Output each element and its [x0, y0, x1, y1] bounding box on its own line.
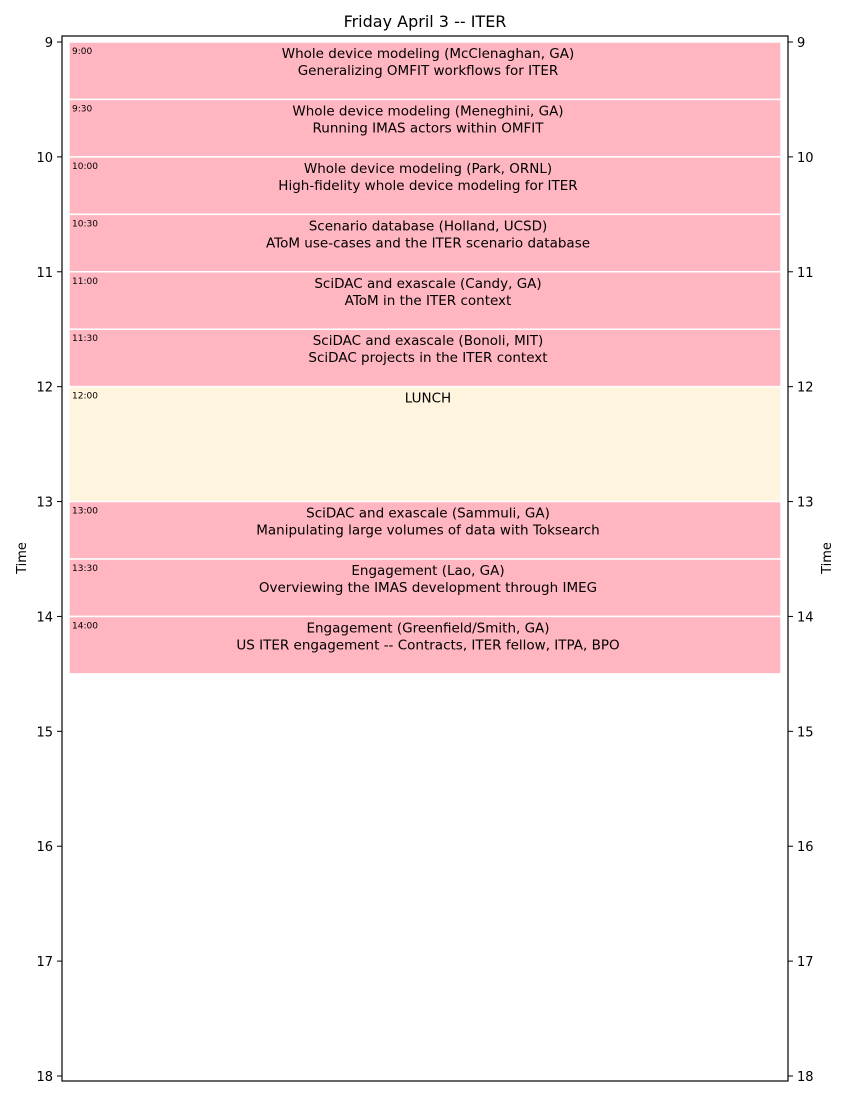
- events-layer: 9:00 Whole device modeling (McClenaghan, …: [68, 41, 782, 675]
- event-time-label: 10:00: [72, 162, 98, 172]
- event-block: 10:00 Whole device modeling (Park, ORNL)H…: [68, 156, 782, 216]
- event-block: 12:00 LUNCH: [68, 385, 782, 503]
- event-time-label: 11:30: [72, 334, 98, 344]
- event-subtitle: AToM use-cases and the ITER scenario dat…: [266, 235, 590, 251]
- event-title: Engagement (Lao, GA): [351, 563, 504, 579]
- y-tick-label-right: 14: [797, 610, 814, 625]
- talk-block: [68, 156, 782, 216]
- event-title: Whole device modeling (Park, ORNL): [304, 161, 552, 177]
- talk-block: [68, 41, 782, 101]
- y-tick-label-left: 11: [36, 266, 53, 281]
- y-tick-label-right: 13: [797, 496, 814, 511]
- event-subtitle: Manipulating large volumes of data with …: [256, 523, 600, 539]
- chart-title: Friday April 3 -- ITER: [344, 12, 507, 31]
- y-tick-label-right: 17: [797, 955, 814, 970]
- event-title: SciDAC and exascale (Bonoli, MIT): [313, 333, 544, 349]
- event-title: LUNCH: [405, 391, 451, 407]
- event-time-label: 11:00: [72, 277, 98, 287]
- event-block: 11:00 SciDAC and exascale (Candy, GA)AToM…: [68, 271, 782, 330]
- talk-block: [68, 500, 782, 560]
- event-block: 13:30 Engagement (Lao, GA)Overviewing the…: [68, 558, 782, 618]
- y-tick-label-right: 18: [797, 1070, 814, 1085]
- event-subtitle: US ITER engagement -- Contracts, ITER fe…: [236, 637, 619, 653]
- event-time-label: 13:00: [72, 507, 98, 517]
- ticks-layer: 9 9 10 10 11 11 12 12 13 13 14 14 15 15 16 16 17 17 18 18: [36, 36, 813, 1085]
- event-title: SciDAC and exascale (Sammuli, GA): [306, 506, 550, 522]
- y-tick-label-left: 13: [36, 496, 53, 511]
- event-block: 13:00 SciDAC and exascale (Sammuli, GA)Ma…: [68, 500, 782, 560]
- event-block: 9:30 Whole device modeling (Meneghini, GA…: [68, 98, 782, 158]
- talk-block: [68, 213, 782, 273]
- event-time-label: 12:00: [72, 392, 98, 402]
- y-tick-label-left: 18: [36, 1070, 53, 1085]
- event-block: 14:00 Engagement (Greenfield/Smith, GA)US…: [68, 615, 782, 675]
- y-tick-label-left: 10: [36, 151, 53, 166]
- event-title: Whole device modeling (McClenaghan, GA): [282, 46, 575, 62]
- talk-block: [68, 98, 782, 158]
- event-subtitle: SciDAC projects in the ITER context: [308, 350, 547, 366]
- event-title: Engagement (Greenfield/Smith, GA): [306, 620, 549, 636]
- event-title: Whole device modeling (Meneghini, GA): [292, 103, 563, 119]
- event-subtitle: High-fidelity whole device modeling for …: [278, 178, 577, 194]
- event-time-label: 9:30: [72, 104, 92, 114]
- event-title: Scenario database (Holland, UCSD): [309, 218, 548, 234]
- event-subtitle: Running IMAS actors within OMFIT: [313, 120, 545, 136]
- y-tick-label-left: 12: [36, 381, 53, 396]
- y-tick-label-right: 12: [797, 381, 814, 396]
- event-subtitle: Overviewing the IMAS development through…: [259, 580, 597, 596]
- event-time-label: 9:00: [72, 47, 92, 57]
- event-time-label: 13:30: [72, 564, 98, 574]
- event-block: 9:00 Whole device modeling (McClenaghan, …: [68, 41, 782, 101]
- y-axis-label-left: Time: [15, 542, 30, 575]
- event-block: 11:30 SciDAC and exascale (Bonoli, MIT)Sc…: [68, 328, 782, 388]
- y-tick-label-right: 15: [797, 725, 814, 740]
- plot-frame: [61, 35, 789, 1082]
- y-tick-label-right: 9: [797, 36, 805, 51]
- event-time-label: 10:30: [72, 219, 98, 229]
- event-subtitle: AToM in the ITER context: [345, 293, 512, 309]
- y-tick-label-left: 17: [36, 955, 53, 970]
- y-tick-label-left: 14: [36, 610, 53, 625]
- y-tick-label-left: 16: [36, 840, 53, 855]
- talk-block: [68, 328, 782, 388]
- talk-block: [68, 615, 782, 675]
- event-block: 10:30 Scenario database (Holland, UCSD)AT…: [68, 213, 782, 273]
- event-subtitle: Generalizing OMFIT workflows for ITER: [298, 63, 559, 79]
- event-time-label: 14:00: [72, 621, 98, 631]
- y-axis-label-right: Time: [820, 542, 835, 575]
- y-tick-label-right: 11: [797, 266, 814, 281]
- y-tick-label-left: 15: [36, 725, 53, 740]
- y-tick-label-right: 10: [797, 151, 814, 166]
- event-title: SciDAC and exascale (Candy, GA): [314, 276, 541, 292]
- y-tick-label-left: 9: [45, 36, 53, 51]
- y-tick-label-right: 16: [797, 840, 814, 855]
